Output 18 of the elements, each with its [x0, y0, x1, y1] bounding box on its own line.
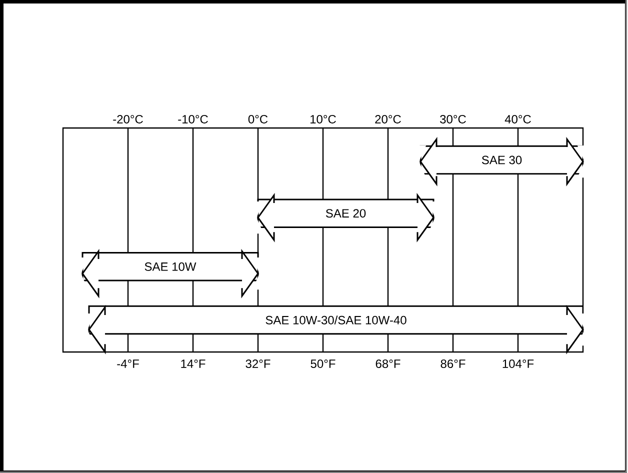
x-tick-label: 10°C: [310, 114, 336, 124]
y-tick-label: SAE 10W-30/SAE 10W-40: [266, 316, 406, 324]
x2-tick-label: 14°F: [181, 360, 206, 368]
x2-tick-label: 50°F: [310, 360, 336, 368]
x2-tick-label: -4°F: [117, 360, 139, 368]
x2-tick-label: 68°F: [376, 360, 400, 368]
x2-tick-label: 32°F: [246, 360, 270, 368]
x-tick-label: 30°C: [440, 114, 466, 124]
x-tick-label: -20°C: [113, 114, 143, 124]
x-tick-label: 20°C: [375, 114, 401, 124]
x-tick-label: 40°C: [504, 114, 531, 124]
x-tick-label: -10°C: [178, 114, 208, 124]
x2-tick-label: 104°F: [502, 360, 534, 368]
y-tick-label: SAE 30: [482, 156, 522, 164]
y-tick-label: SAE 10W: [144, 262, 196, 271]
y-tick-label: SAE 20: [326, 209, 366, 218]
x2-tick-label: 86°F: [440, 360, 466, 368]
x-tick-label: 0°C: [248, 114, 268, 124]
